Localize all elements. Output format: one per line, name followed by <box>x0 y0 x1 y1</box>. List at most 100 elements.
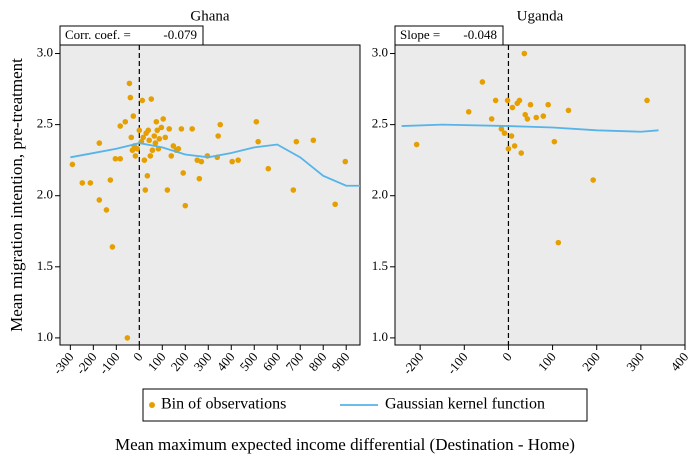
data-point <box>148 96 155 102</box>
data-point <box>253 118 260 125</box>
data-point <box>166 126 172 132</box>
data-point <box>154 127 161 134</box>
data-point <box>508 133 515 139</box>
data-point <box>164 187 171 193</box>
plot-area <box>59 44 361 346</box>
data-point <box>590 177 596 183</box>
data-point <box>158 124 165 131</box>
legend-marker <box>149 402 155 408</box>
data-point <box>265 165 272 172</box>
data-point <box>139 97 146 104</box>
data-point <box>189 126 195 132</box>
data-point <box>149 147 156 154</box>
data-point <box>175 145 182 152</box>
y-tick-label: 2.0 <box>372 187 388 202</box>
data-point <box>144 173 151 179</box>
data-point <box>492 97 499 104</box>
y-tick-label: 1.0 <box>37 329 53 344</box>
data-point <box>160 116 167 122</box>
annotation-box <box>394 25 504 46</box>
legend-label: Gaussian kernel function <box>385 396 545 413</box>
data-point <box>229 158 235 165</box>
data-point <box>112 155 119 162</box>
data-point <box>96 197 103 203</box>
data-point <box>555 239 562 246</box>
y-tick-label: 2.0 <box>37 187 53 202</box>
data-point <box>124 335 131 341</box>
annotation-label: Slope = <box>400 27 440 42</box>
data-point <box>153 118 160 125</box>
data-point <box>136 127 143 134</box>
data-point <box>215 133 221 139</box>
data-point <box>141 157 148 163</box>
data-point <box>107 177 114 183</box>
panel-title: Uganda <box>517 8 564 24</box>
data-point <box>504 97 511 104</box>
data-point <box>644 97 650 104</box>
kernel-line <box>70 142 360 187</box>
panel-title: Ghana <box>190 8 229 24</box>
data-point <box>87 180 94 186</box>
data-point <box>196 175 203 182</box>
data-point <box>551 138 558 145</box>
y-tick-label: 3.0 <box>37 45 53 60</box>
data-point <box>117 123 124 129</box>
data-point <box>132 153 139 159</box>
data-point <box>109 244 116 250</box>
data-point <box>162 134 169 141</box>
data-point <box>524 116 531 122</box>
data-point <box>522 111 529 118</box>
x-axis-title: Mean maximum expected income differentia… <box>115 435 575 454</box>
data-point <box>180 170 187 176</box>
data-point <box>182 202 189 209</box>
data-point <box>140 134 147 141</box>
data-point <box>168 153 175 159</box>
y-tick-label: 2.5 <box>372 116 388 131</box>
data-point <box>518 150 525 156</box>
data-point <box>127 94 134 101</box>
annotation-value: -0.048 <box>463 27 497 42</box>
data-point <box>152 140 159 146</box>
y-tick-label: 1.0 <box>372 329 388 344</box>
data-point <box>293 138 300 145</box>
data-point <box>332 201 338 208</box>
data-point <box>198 158 205 165</box>
data-point <box>509 104 516 111</box>
data-point <box>511 143 518 149</box>
data-point <box>310 137 317 144</box>
plot-area <box>394 44 686 346</box>
data-point <box>217 121 224 128</box>
data-point <box>126 80 133 87</box>
data-point <box>545 101 551 108</box>
y-tick-label: 1.5 <box>37 258 53 273</box>
data-point <box>151 133 158 139</box>
data-point <box>488 116 495 122</box>
data-point <box>540 113 547 119</box>
data-point <box>170 143 177 149</box>
data-point <box>178 126 185 132</box>
data-point <box>130 113 137 119</box>
y-axis-title: Mean migration intention, pre-treatment <box>7 58 26 332</box>
data-point <box>479 79 486 85</box>
data-point <box>565 107 572 114</box>
data-point <box>255 138 261 145</box>
data-point <box>413 141 420 148</box>
y-tick-label: 1.5 <box>372 258 388 273</box>
y-tick-label: 3.0 <box>372 45 388 60</box>
legend-label: Bin of observations <box>161 396 286 413</box>
data-point <box>129 147 136 154</box>
data-point <box>145 127 152 134</box>
annotation-value: -0.079 <box>163 27 197 42</box>
data-point <box>142 187 149 193</box>
data-point <box>117 155 124 162</box>
kernel-line <box>401 123 659 133</box>
data-point <box>122 118 129 125</box>
data-point <box>147 153 154 159</box>
data-point <box>79 180 86 186</box>
data-point <box>533 114 540 121</box>
data-point <box>505 145 512 152</box>
data-point <box>146 137 152 144</box>
data-point <box>69 161 76 168</box>
